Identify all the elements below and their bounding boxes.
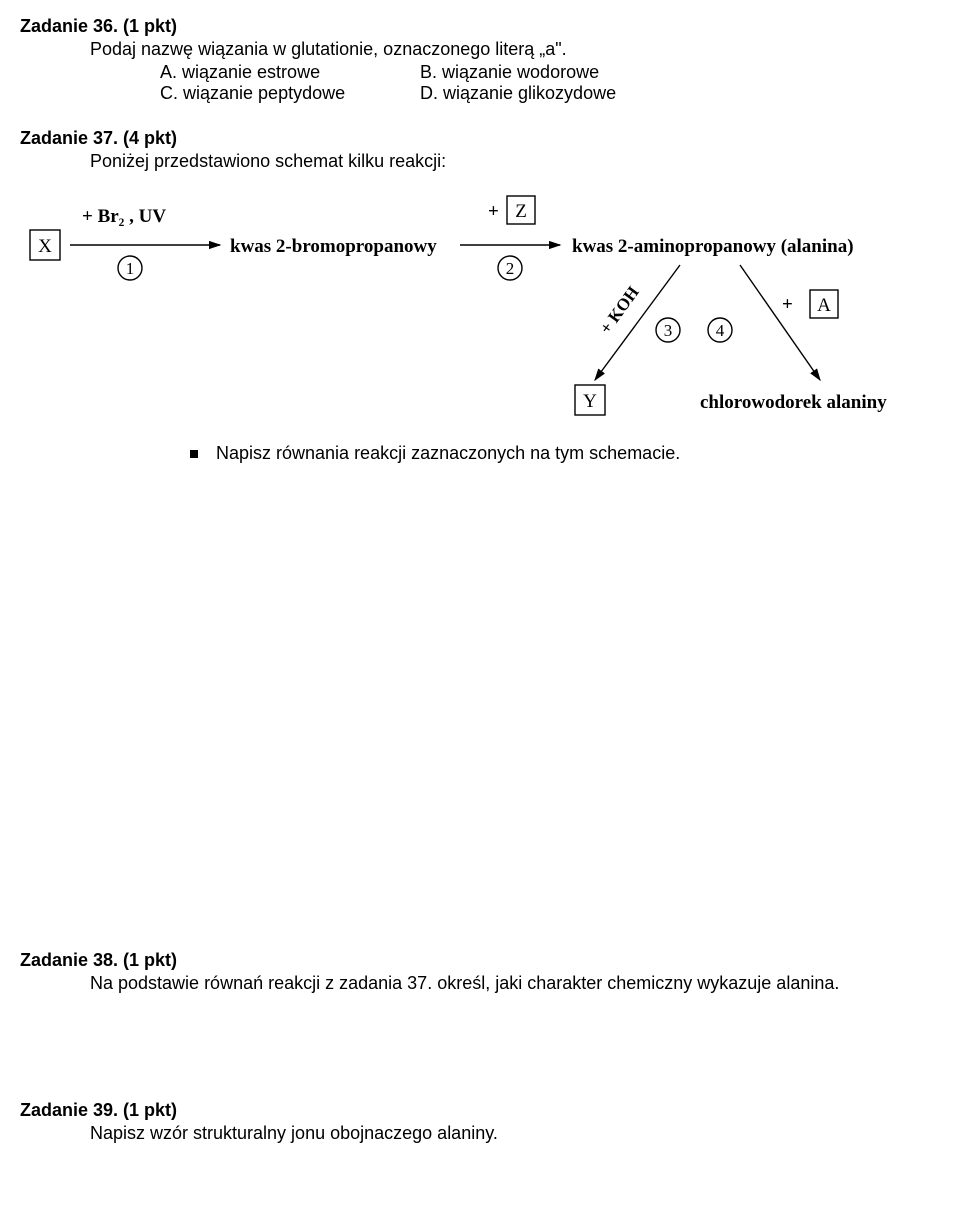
label-z: Z: [515, 201, 527, 222]
task37-bullet: Napisz równania reakcji zaznaczonych na …: [190, 443, 940, 464]
task36-options-row2: C. wiązanie peptydowe D. wiązanie glikoz…: [160, 83, 940, 104]
task39-prompt: Napisz wzór strukturalny jonu obojnaczeg…: [90, 1123, 940, 1144]
bullet-square-icon: [190, 450, 198, 458]
task39-heading: Zadanie 39. (1 pkt): [20, 1100, 940, 1121]
label-x: X: [38, 236, 52, 257]
task36-option-c: C. wiązanie peptydowe: [160, 83, 420, 104]
step-label-2: 2: [506, 259, 515, 278]
answer-space-37: [20, 464, 940, 944]
label-a: A: [817, 295, 831, 316]
koh-label: + KOH: [596, 283, 643, 338]
task37-prompt: Poniżej przedstawiono schemat kilku reak…: [90, 151, 940, 172]
mid-compound: kwas 2-bromopropanowy: [230, 236, 437, 257]
page: Zadanie 36. (1 pkt) Podaj nazwę wiązania…: [0, 0, 960, 1164]
task37-bullet-text: Napisz równania reakcji zaznaczonych na …: [216, 443, 680, 464]
step-label-4: 4: [716, 321, 725, 340]
reagent1-label: + Br₂ , UV: [82, 206, 166, 227]
plus-a: +: [782, 294, 793, 315]
reaction-diagram: X + Br₂ , UV 1 kwas 2-bromopropanowy Z +…: [20, 190, 940, 435]
task38-prompt: Na podstawie równań reakcji z zadania 37…: [90, 973, 940, 994]
reaction-diagram-svg: X + Br₂ , UV 1 kwas 2-bromopropanowy Z +…: [20, 190, 940, 430]
task36-options: A. wiązanie estrowe B. wiązanie wodorowe…: [160, 62, 940, 104]
task37-heading: Zadanie 37. (4 pkt): [20, 128, 940, 149]
answer-space-38: [20, 994, 940, 1094]
plus-z: +: [488, 201, 499, 222]
task38-heading: Zadanie 38. (1 pkt): [20, 950, 940, 971]
task36-option-b: B. wiązanie wodorowe: [420, 62, 720, 83]
task36-option-a: A. wiązanie estrowe: [160, 62, 420, 83]
task36-prompt: Podaj nazwę wiązania w glutationie, ozna…: [90, 39, 940, 60]
task36-option-d: D. wiązanie glikozydowe: [420, 83, 720, 104]
bottom-right-compound: chlorowodorek alaniny: [700, 392, 887, 413]
label-y: Y: [583, 391, 597, 412]
task36-options-row1: A. wiązanie estrowe B. wiązanie wodorowe: [160, 62, 940, 83]
step-label-1: 1: [126, 259, 135, 278]
task36-heading: Zadanie 36. (1 pkt): [20, 16, 940, 37]
arrow-4: [740, 265, 820, 380]
step-label-3: 3: [664, 321, 673, 340]
right-compound: kwas 2-aminopropanowy (alanina): [572, 236, 854, 257]
